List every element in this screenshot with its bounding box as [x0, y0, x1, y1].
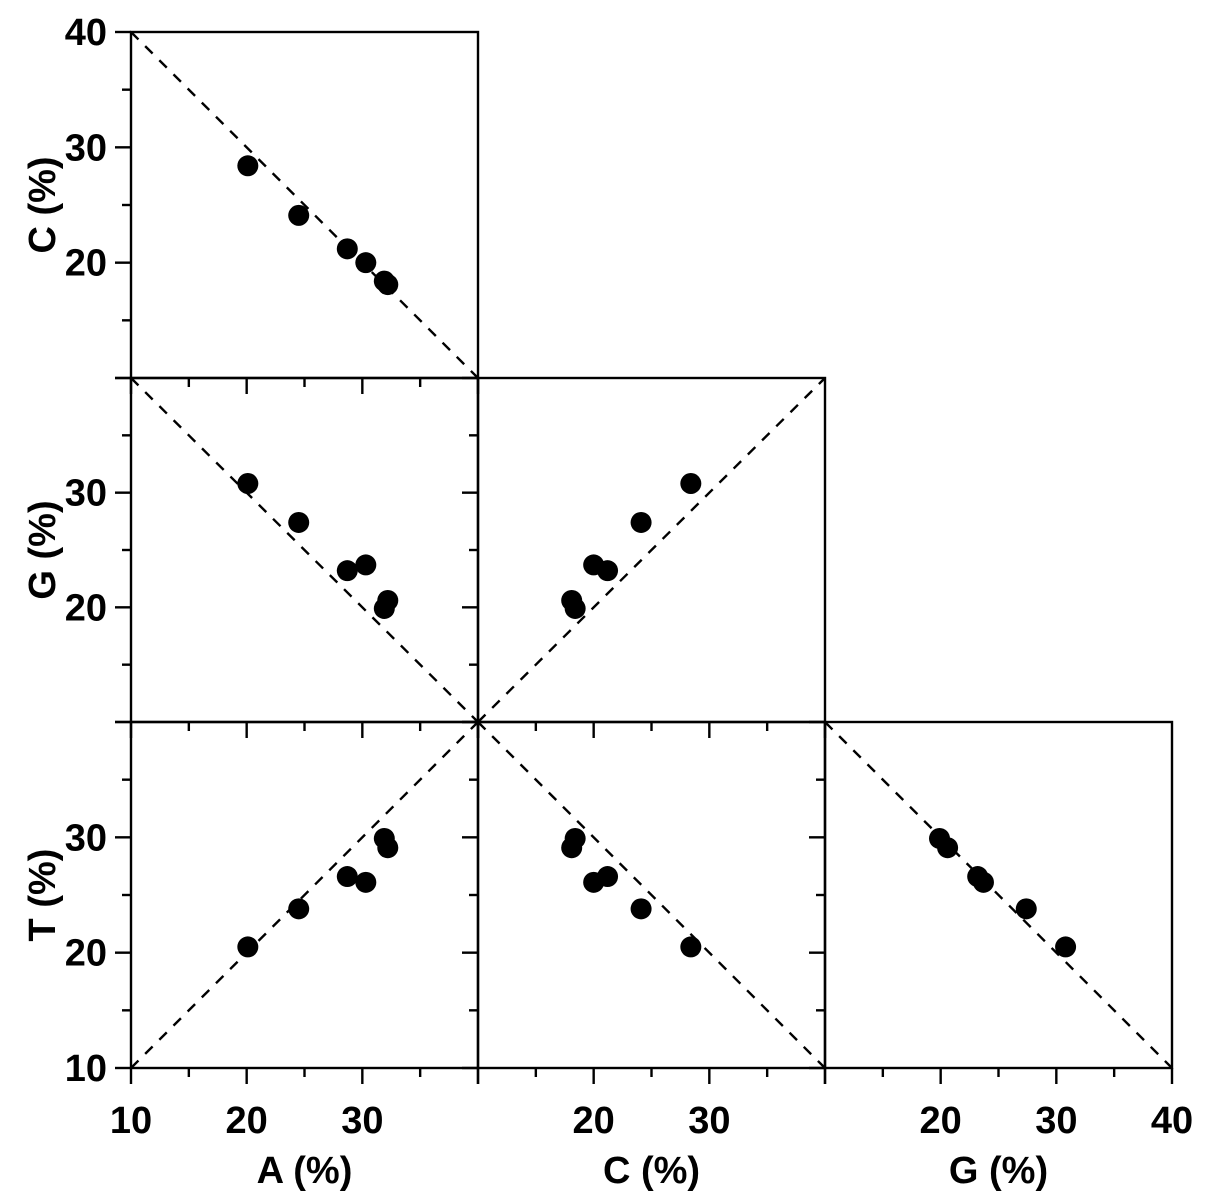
anti-reference-line — [477, 721, 826, 1069]
identity-reference-line — [477, 377, 826, 723]
data-point-C-vs-A — [355, 252, 377, 274]
data-point-T-vs-A — [377, 837, 399, 859]
x-tick-label: 20 — [226, 1100, 268, 1142]
y-tick-label: 30 — [65, 473, 107, 515]
panel-C-vs-A — [115, 30, 480, 394]
x-tick-label: 20 — [573, 1100, 615, 1142]
anti-reference-line — [824, 721, 1173, 1069]
data-point-G-vs-C — [561, 589, 583, 611]
data-point-C-vs-A — [237, 155, 259, 177]
data-point-T-vs-G — [1055, 936, 1077, 958]
y-axis-title: C (%) — [22, 156, 64, 253]
y-axis-title: G (%) — [22, 500, 64, 599]
axis-labels: 10 20 30 20 30 20 30 40 40 30 20 30 20 30 20 10 A (%) C (… — [22, 12, 1193, 1192]
x-tick-label: 30 — [341, 1100, 383, 1142]
panel-T-vs-A — [115, 720, 480, 1084]
data-point-T-vs-G — [1015, 898, 1037, 920]
y-tick-label: 10 — [65, 1048, 107, 1090]
data-point-G-vs-C — [583, 554, 605, 576]
y-tick-label: 30 — [65, 127, 107, 169]
data-point-G-vs-A — [377, 589, 399, 611]
y-axis-title: T (%) — [22, 849, 64, 942]
data-point-T-vs-A — [288, 898, 310, 920]
data-point-T-vs-C — [680, 936, 702, 958]
y-tick-label: 20 — [65, 933, 107, 975]
data-point-C-vs-A — [336, 238, 358, 260]
panel-G-vs-A — [115, 376, 480, 738]
x-axis-title: A (%) — [257, 1150, 353, 1192]
panel-G-vs-C — [462, 376, 827, 738]
y-tick-label: 40 — [65, 12, 107, 54]
x-tick-label: 30 — [688, 1100, 730, 1142]
panel-T-vs-G — [809, 720, 1174, 1084]
data-point-T-vs-G — [972, 871, 994, 893]
x-tick-label: 10 — [110, 1100, 152, 1142]
x-axis-title: G (%) — [949, 1150, 1048, 1192]
data-point-G-vs-C — [630, 511, 652, 533]
x-axis-title: C (%) — [603, 1150, 700, 1192]
data-point-T-vs-G — [937, 837, 959, 859]
data-point-C-vs-A — [288, 204, 310, 226]
data-point-T-vs-C — [561, 837, 583, 859]
data-point-T-vs-A — [355, 871, 377, 893]
y-tick-label: 20 — [65, 587, 107, 629]
data-point-G-vs-A — [355, 554, 377, 576]
panel-T-vs-C — [462, 720, 827, 1084]
data-point-C-vs-A — [377, 274, 399, 296]
data-point-T-vs-A — [336, 866, 358, 888]
data-point-G-vs-C — [680, 472, 702, 494]
data-point-T-vs-A — [237, 936, 259, 958]
data-point-T-vs-C — [630, 898, 652, 920]
x-tick-label: 20 — [920, 1100, 962, 1142]
data-point-T-vs-C — [583, 871, 605, 893]
y-tick-label: 20 — [65, 243, 107, 285]
anti-reference-line — [130, 31, 479, 379]
data-point-G-vs-A — [288, 511, 310, 533]
identity-reference-line — [130, 721, 479, 1069]
data-point-G-vs-A — [336, 560, 358, 582]
anti-reference-line — [130, 377, 479, 723]
y-tick-label: 30 — [65, 817, 107, 859]
data-point-G-vs-A — [237, 472, 259, 494]
x-tick-label: 40 — [1151, 1100, 1193, 1142]
x-tick-label: 30 — [1035, 1100, 1077, 1142]
